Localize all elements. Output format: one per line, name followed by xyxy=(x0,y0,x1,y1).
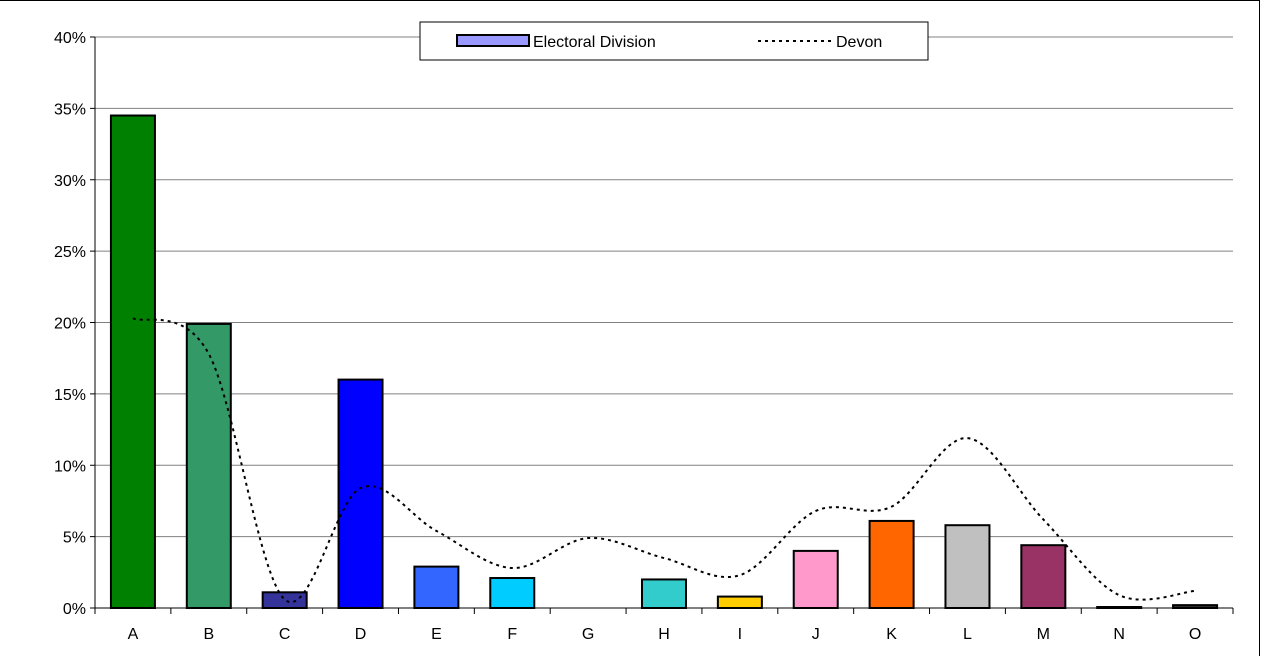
legend: Electoral Division Devon xyxy=(419,21,929,61)
bar-h xyxy=(641,578,687,610)
x-tick-label-d: D xyxy=(355,626,367,643)
y-tick-label: 25% xyxy=(54,244,86,261)
devon-line xyxy=(132,317,1196,604)
x-tick-label-k: K xyxy=(886,626,897,643)
x-tick-label-f: F xyxy=(507,626,517,643)
x-axis-ticks: A B C D E F G H I J K L M N O xyxy=(94,608,1234,643)
bar-c xyxy=(261,591,308,609)
y-tick-label: 30% xyxy=(54,173,86,190)
legend-label-devon: Devon xyxy=(836,34,882,51)
x-tick-label-b: B xyxy=(203,626,214,643)
bar-b xyxy=(185,322,232,609)
axes xyxy=(94,37,1233,609)
bar-a xyxy=(109,114,156,609)
legend-bar-swatch xyxy=(456,34,530,47)
x-tick-label-i: I xyxy=(738,626,742,643)
bar-m xyxy=(1020,544,1067,610)
x-tick-label-e: E xyxy=(431,626,442,643)
bar-j xyxy=(792,549,839,610)
bars xyxy=(109,114,1219,610)
x-tick-label-h: H xyxy=(658,626,670,643)
x-tick-label-a: A xyxy=(128,626,139,643)
bar-k xyxy=(868,519,915,609)
y-tick-label: 15% xyxy=(54,387,86,404)
bar-d xyxy=(337,378,384,609)
x-tick-label-n: N xyxy=(1113,626,1125,643)
legend-label-electoral-division: Electoral Division xyxy=(533,34,656,51)
y-axis-ticks: 0% 5% 10% 15% 20% 25% 30% 35% 40% xyxy=(54,30,95,618)
bar-l xyxy=(944,524,991,610)
y-tick-label: 20% xyxy=(54,316,86,333)
y-tick-label: 35% xyxy=(54,101,86,118)
x-tick-label-g: G xyxy=(582,626,594,643)
bar-f xyxy=(489,577,536,610)
x-tick-label-c: C xyxy=(279,626,291,643)
x-tick-label-o: O xyxy=(1189,626,1201,643)
x-tick-label-l: L xyxy=(963,626,972,643)
y-tick-label: 40% xyxy=(54,30,86,47)
x-tick-label-j: J xyxy=(812,626,820,643)
y-tick-label: 0% xyxy=(63,601,86,618)
y-tick-label: 5% xyxy=(63,530,86,547)
y-tick-label: 10% xyxy=(54,458,86,475)
gridlines xyxy=(95,36,1233,538)
bar-i xyxy=(716,595,763,610)
devon-line-layer xyxy=(132,317,1196,604)
x-tick-label-m: M xyxy=(1037,626,1050,643)
bar-e xyxy=(413,565,460,609)
